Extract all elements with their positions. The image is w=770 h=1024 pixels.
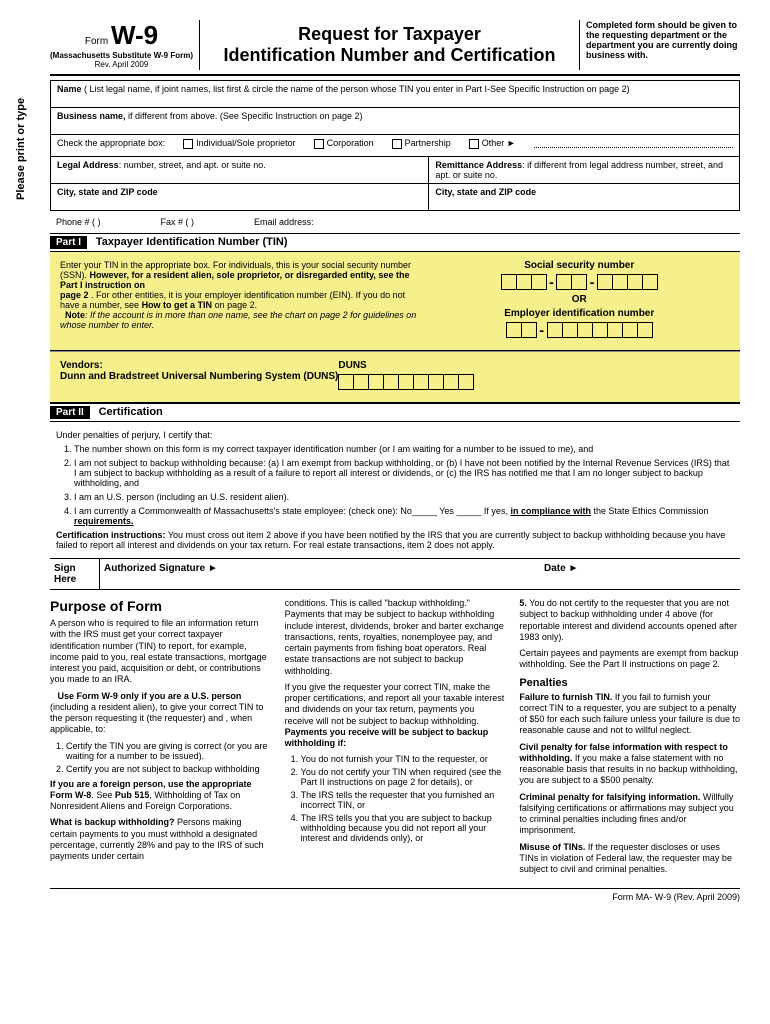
header-right-note: Completed form should be given to the re… [580, 20, 740, 70]
ein-boxes[interactable]: - [429, 322, 731, 338]
c2p1: conditions. This is called "backup withh… [285, 598, 506, 677]
note-label: Note [65, 310, 85, 320]
check-label: Check the appropriate box: [57, 138, 165, 148]
cb-corporation[interactable] [314, 139, 324, 149]
c2p2b: Payments you receive will be subject to … [285, 727, 489, 748]
vendors-label: Vendors: [60, 360, 103, 371]
c3p2a: Failure to furnish TIN. [519, 692, 612, 702]
c3li5b: You do not certify to the requester that… [519, 598, 737, 642]
legal-addr-hint: : number, street, and apt. or suite no. [119, 160, 266, 170]
cert-item-4: I am currently a Commonwealth of Massach… [74, 506, 734, 526]
business-hint: if different from above. (See Specific I… [126, 111, 363, 121]
title-line2: Identification Number and Certification [206, 45, 573, 66]
rev-date: Rev. April 2009 [50, 60, 193, 69]
c3p5a: Misuse of TINs. [519, 842, 585, 852]
duns-text: Dunn and Bradstreet Universal Numbering … [60, 371, 338, 382]
email-field[interactable]: Email address: [254, 217, 314, 227]
legal-addr-label: Legal Address [57, 160, 119, 170]
city-label-right: City, state and ZIP code [435, 187, 536, 197]
city-label-left: City, state and ZIP code [57, 187, 158, 197]
c1p1: A person who is required to file an info… [50, 618, 271, 686]
substitute-text: (Massachusetts Substitute W-9 Form) [50, 51, 193, 60]
c1li2: Certify you are not subject to backup wi… [66, 764, 271, 774]
form-code: W-9 [111, 20, 158, 50]
c3li5a: 5. [519, 598, 527, 608]
duns-label: DUNS [338, 360, 473, 371]
form-word: Form [85, 36, 108, 47]
c3p1: Certain payees and payments are exempt f… [519, 648, 740, 671]
c2li4: The IRS tells you that you are subject t… [301, 813, 506, 843]
cert-item-1: The number shown on this form is my corr… [74, 444, 734, 454]
name-hint: ( List legal name, if joint names, list … [82, 84, 630, 94]
p1-text-e: How to get a TIN [142, 300, 213, 310]
c1p2b: (including a resident alien), to give yo… [50, 702, 263, 735]
city-field-left[interactable]: City, state and ZIP code [51, 184, 429, 210]
vendors-section: Vendors: Dunn and Bradstreet Universal N… [50, 351, 740, 403]
other-line[interactable] [534, 138, 733, 148]
c1p3c: Pub 515 [115, 790, 150, 800]
remit-addr-label: Remittance Address [435, 160, 522, 170]
cb-individual-label: Individual/Sole proprietor [196, 138, 296, 148]
name-label: Name [57, 84, 82, 94]
purpose-heading: Purpose of Form [50, 598, 271, 614]
c2li3: The IRS tells the requester that you fur… [301, 790, 506, 810]
cert-instr-label: Certification instructions: [56, 530, 166, 540]
note-text: : If the account is in more than one nam… [60, 310, 416, 330]
cert-lead: Under penalties of perjury, I certify th… [56, 430, 734, 440]
duns-boxes[interactable] [338, 374, 473, 390]
form-header: Form W-9 (Massachusetts Substitute W-9 F… [50, 20, 740, 76]
cert-item-3: I am an U.S. person (including an U.S. r… [74, 492, 734, 502]
fax-field[interactable]: Fax # ( ) [161, 217, 195, 227]
penalties-heading: Penalties [519, 677, 740, 689]
certification-body: Under penalties of perjury, I certify th… [50, 422, 740, 558]
c1p3b: . See [91, 790, 115, 800]
vertical-label: Please print or type [15, 98, 27, 200]
c3p4a: Criminal penalty for falsifying informat… [519, 792, 700, 802]
ssn-label: Social security number [429, 260, 731, 271]
part1-yellow-section: Enter your TIN in the appropriate box. F… [50, 252, 740, 351]
cb-partnership-label: Partnership [405, 138, 451, 148]
cb-individual[interactable] [183, 139, 193, 149]
checkbox-row: Check the appropriate box: Individual/So… [50, 135, 740, 157]
cb-corp-label: Corporation [327, 138, 374, 148]
purpose-section: Purpose of Form A person who is required… [50, 590, 740, 888]
c1p4a: What is backup withholding? [50, 817, 175, 827]
phone-field[interactable]: Phone # ( ) [56, 217, 101, 227]
part1-bar: Part I [50, 236, 87, 249]
business-label: Business name, [57, 111, 126, 121]
part2-bar: Part II [50, 406, 90, 419]
legal-address-field[interactable]: Legal Address: number, street, and apt. … [51, 157, 429, 183]
business-name-field[interactable]: Business name, if different from above. … [50, 108, 740, 135]
signature-row: Sign Here Authorized Signature ► Date ► [50, 558, 740, 590]
footer: Form MA- W-9 (Rev. April 2009) [50, 888, 740, 902]
cb-other-label: Other ► [482, 138, 516, 148]
ssn-boxes[interactable]: - - [429, 274, 731, 290]
p1-text-c: page 2 [60, 290, 89, 300]
ein-label: Employer identification number [429, 308, 731, 319]
authorized-signature[interactable]: Authorized Signature ► [100, 559, 540, 589]
c2li2: You do not certify your TIN when require… [301, 767, 506, 787]
c1p2a: Use Form W-9 only if you are a U.S. pers… [58, 691, 242, 701]
cb-other[interactable] [469, 139, 479, 149]
part2-title: Certification [99, 406, 163, 418]
p1-text-b: However, for a resident alien, sole prop… [60, 270, 409, 290]
sign-here: Sign Here [50, 559, 100, 589]
remittance-address-field[interactable]: Remittance Address: if different from le… [429, 157, 739, 183]
c2li1: You do not furnish your TIN to the reque… [301, 754, 506, 764]
cb-partnership[interactable] [392, 139, 402, 149]
part1-title: Taxpayer Identification Number (TIN) [96, 236, 288, 248]
or-label: OR [429, 294, 731, 305]
c2p2a: If you give the requester your correct T… [285, 682, 505, 726]
p1-text-f: on page 2. [215, 300, 258, 310]
c1li1: Certify the TIN you are giving is correc… [66, 741, 271, 761]
title-line1: Request for Taxpayer [206, 24, 573, 45]
cert-item-2: I am not subject to backup withholding b… [74, 458, 734, 488]
city-field-right[interactable]: City, state and ZIP code [429, 184, 739, 210]
name-field[interactable]: Name ( List legal name, if joint names, … [50, 80, 740, 108]
date-field[interactable]: Date ► [540, 559, 740, 589]
